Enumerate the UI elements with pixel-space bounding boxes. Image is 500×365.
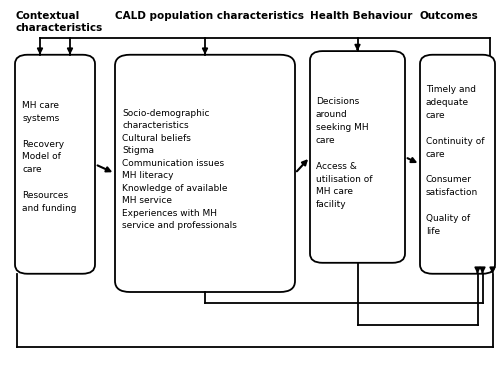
- Text: Socio-demographic
characteristics
Cultural beliefs
Stigma
Communication issues
M: Socio-demographic characteristics Cultur…: [122, 109, 238, 230]
- Text: Health Behaviour: Health Behaviour: [310, 11, 412, 21]
- Text: Timely and
adequate
care

Continuity of
care

Consumer
satisfaction

Quality of
: Timely and adequate care Continuity of c…: [426, 85, 484, 236]
- FancyBboxPatch shape: [310, 51, 405, 263]
- FancyBboxPatch shape: [420, 55, 495, 274]
- Text: Contextual
characteristics: Contextual characteristics: [15, 11, 102, 32]
- Text: CALD population characteristics: CALD population characteristics: [115, 11, 304, 21]
- FancyBboxPatch shape: [115, 55, 295, 292]
- FancyBboxPatch shape: [15, 55, 95, 274]
- Text: Decisions
around
seeking MH
care

Access &
utilisation of
MH care
facility: Decisions around seeking MH care Access …: [316, 97, 372, 209]
- Text: Outcomes: Outcomes: [420, 11, 479, 21]
- Text: MH care
systems

Recovery
Model of
care

Resources
and funding: MH care systems Recovery Model of care R…: [22, 101, 77, 213]
